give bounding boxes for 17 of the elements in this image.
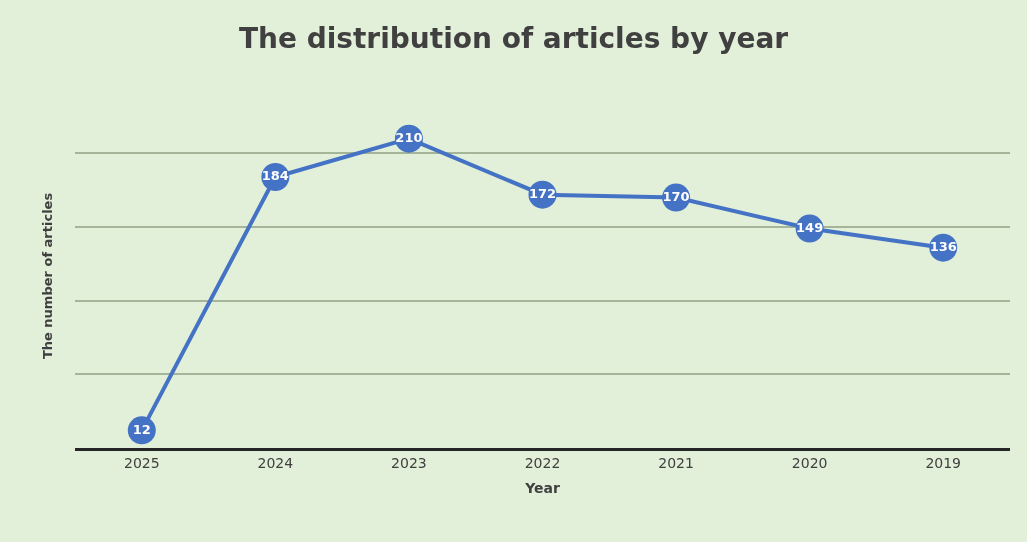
- y-axis-title: The number of articles: [39, 192, 55, 360]
- x-tick-label: 2023: [391, 454, 427, 471]
- x-tick-label: 2022: [524, 454, 561, 471]
- x-tick-label: 2021: [658, 454, 694, 471]
- x-tick-label: 2019: [925, 454, 962, 471]
- x-tick-label: 2025: [123, 454, 160, 471]
- data-label: 184: [261, 168, 289, 184]
- data-label: 210: [395, 129, 423, 145]
- data-label: 136: [929, 238, 957, 254]
- x-axis-title: Year: [524, 480, 560, 497]
- data-label: 170: [662, 188, 690, 204]
- data-label: 172: [528, 185, 557, 201]
- data-label: 12: [132, 421, 151, 437]
- x-tick-label: 2024: [257, 454, 294, 471]
- chart-title: The distribution of articles by year: [238, 21, 789, 55]
- x-tick-label: 2020: [791, 454, 828, 471]
- data-label: 149: [796, 219, 824, 235]
